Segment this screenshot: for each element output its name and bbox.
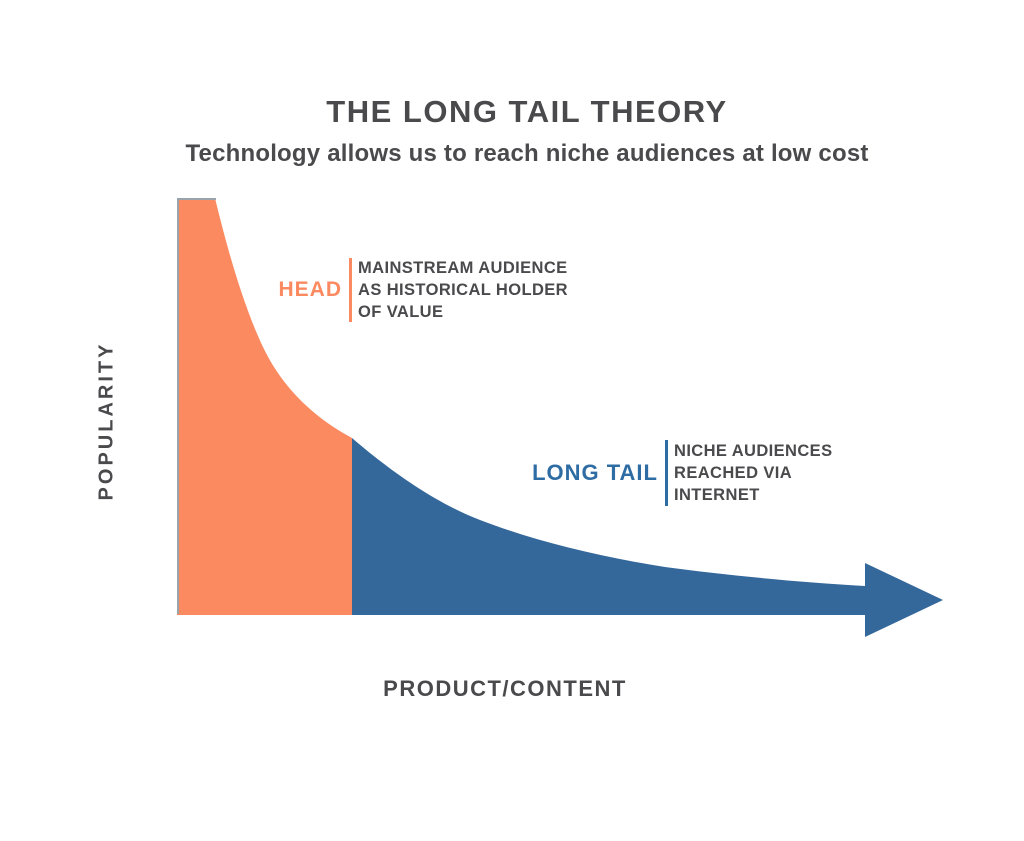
long-tail-description-line: INTERNET — [674, 486, 760, 504]
page-title: THE LONG TAIL THEORY — [326, 94, 728, 129]
head-label: HEAD — [278, 278, 342, 301]
y-axis-line — [177, 198, 216, 614]
long-tail-arrow-shape — [352, 438, 943, 637]
head-description-line: AS HISTORICAL HOLDER — [358, 281, 568, 299]
x-axis-label: PRODUCT/CONTENT — [383, 676, 627, 701]
head-area-shape — [177, 198, 352, 615]
long-tail-divider-line — [665, 440, 668, 506]
long-tail-description: NICHE AUDIENCES REACHED VIA INTERNET — [674, 440, 833, 506]
head-annotation: HEAD MAINSTREAM AUDIENCE AS HISTORICAL H… — [222, 257, 568, 323]
head-description-line: MAINSTREAM AUDIENCE — [358, 259, 568, 277]
page-subtitle: Technology allows us to reach niche audi… — [185, 140, 869, 167]
long-tail-description-line: REACHED VIA — [674, 464, 793, 482]
head-description: MAINSTREAM AUDIENCE AS HISTORICAL HOLDER… — [358, 257, 568, 323]
head-description-line: OF VALUE — [358, 303, 444, 321]
head-divider-line — [349, 258, 352, 322]
y-axis-label: POPULARITY — [95, 341, 118, 501]
long-tail-annotation: LONG TAIL NICHE AUDIENCES REACHED VIA IN… — [505, 440, 833, 506]
long-tail-description-line: NICHE AUDIENCES — [674, 442, 833, 460]
long-tail-label: LONG TAIL — [532, 460, 658, 485]
